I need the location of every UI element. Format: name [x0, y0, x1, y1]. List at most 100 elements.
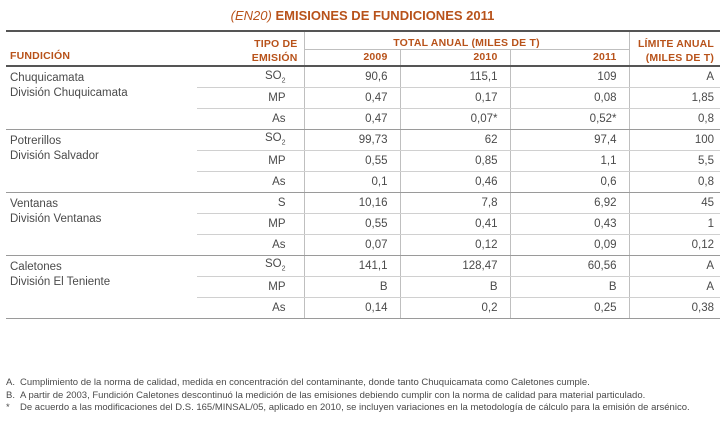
- annual-limit: 0,38: [628, 297, 721, 319]
- value-2009: 90,6: [304, 66, 401, 88]
- smelter-name-line1: Ventanas: [10, 197, 58, 210]
- value-2010: 62: [400, 129, 511, 151]
- annual-limit: A: [628, 276, 721, 298]
- header-tipo-line1: TIPO DE: [254, 38, 298, 50]
- table-row: As 0,47 0,07* 0,52* 0,8: [6, 108, 721, 130]
- smelter-name: Ventanas División Ventanas: [6, 192, 197, 256]
- value-2011: 6,92: [510, 192, 630, 214]
- emission-type: As: [197, 234, 305, 256]
- value-2011: 0,09: [510, 234, 630, 256]
- annual-limit: 45: [628, 192, 721, 214]
- value-2010: 7,8: [400, 192, 511, 214]
- header-limite-line2: (MILES DE T): [645, 52, 715, 64]
- smelter-name: Potrerillos División Salvador: [6, 129, 197, 193]
- smelter-name: Caletones División El Teniente: [6, 255, 197, 319]
- table-row: Caletones División El Teniente SO2 141,1 128…: [6, 255, 721, 319]
- emission-type: MP: [197, 150, 305, 172]
- emission-type: SO2: [197, 66, 305, 88]
- emissions-table: FUNDICIÓN TIPO DE EMISIÓN TOTAL ANUAL (M…: [6, 30, 721, 319]
- emission-type-label: MP: [268, 280, 286, 293]
- emission-type: MP: [197, 87, 305, 109]
- value-2011: 0,6: [510, 171, 630, 193]
- value-2011: 109: [510, 66, 630, 88]
- value-2009: 0,55: [304, 150, 401, 172]
- header-tipo-emision: TIPO DE EMISIÓN: [197, 30, 305, 66]
- annual-limit: 1,85: [628, 87, 721, 109]
- smelter-name-line1: Caletones: [10, 260, 62, 273]
- value-2010: 0,17: [400, 87, 511, 109]
- table-row: As 0,1 0,46 0,6 0,8: [6, 171, 721, 193]
- footnote-text: A partir de 2003, Fundición Caletones de…: [20, 389, 646, 401]
- footnote: B. A partir de 2003, Fundición Caletones …: [6, 390, 720, 403]
- emission-type-label: As: [272, 112, 286, 125]
- header-year-2011: 2011: [592, 51, 617, 63]
- annual-limit: 0,8: [628, 171, 721, 193]
- annual-limit: A: [628, 255, 721, 277]
- header-total-anual: TOTAL ANUAL (MILES DE T): [304, 30, 630, 50]
- value-2009: 0,1: [304, 171, 401, 193]
- emission-type-label: SO: [264, 69, 282, 82]
- smelter-name-line1: Potrerillos: [10, 134, 62, 147]
- value-2009: 0,55: [304, 213, 401, 235]
- emission-type: MP: [197, 213, 305, 235]
- table-title: (EN20) EMISIONES DE FUNDICIONES 2011: [0, 8, 725, 23]
- annual-limit: 0,8: [628, 108, 721, 130]
- emission-type-label: SO: [264, 258, 282, 271]
- value-2010: 0,41: [400, 213, 511, 235]
- value-2009: 10,16: [304, 192, 401, 214]
- emission-type: MP: [197, 276, 305, 298]
- footnote-key: A.: [6, 377, 15, 388]
- table-row: As 0,14 0,2 0,25 0,38: [6, 297, 721, 319]
- footnote: A. Cumplimiento de la norma de calidad, m…: [6, 377, 720, 390]
- table-code: (EN20): [230, 8, 272, 23]
- emission-type-subscript: 2: [281, 139, 286, 147]
- annual-limit: A: [628, 66, 721, 88]
- value-2010: 0,46: [400, 171, 511, 193]
- emission-type-label: MP: [268, 217, 286, 230]
- emission-type-label: SO: [264, 132, 282, 145]
- value-2011: 1,1: [510, 150, 630, 172]
- emission-type-label: MP: [268, 154, 286, 167]
- table-body: Chuquicamata División Chuquicamata SO2 90,6…: [6, 66, 721, 319]
- emission-type-label: S: [277, 196, 286, 209]
- emission-type: SO2: [197, 129, 305, 151]
- emission-type-label: As: [272, 301, 286, 314]
- footnotes: A. Cumplimiento de la norma de calidad, m…: [6, 377, 720, 415]
- header-year-2009: 2009: [304, 49, 401, 66]
- table-row: As 0,07 0,12 0,09 0,12: [6, 234, 721, 256]
- header-fundicion: FUNDICIÓN: [6, 30, 197, 66]
- table-row: MP 0,55 0,41 0,43 1: [6, 213, 721, 235]
- emission-type-subscript: 2: [281, 76, 286, 84]
- value-2009: B: [304, 276, 401, 298]
- value-2009: 0,47: [304, 87, 401, 109]
- emission-type: As: [197, 171, 305, 193]
- value-2010: 128,47: [400, 255, 511, 277]
- header-limite-line1: LÍMITE ANUAL: [637, 38, 715, 50]
- value-2011: B: [510, 276, 630, 298]
- emission-type: As: [197, 108, 305, 130]
- value-2009: 141,1: [304, 255, 401, 277]
- value-2010: 0,2: [400, 297, 511, 319]
- footnote: * De acuerdo a las modificaciones del D.S…: [6, 402, 720, 415]
- value-2011: 0,52*: [510, 108, 630, 130]
- table-row: Chuquicamata División Chuquicamata SO2 90,6…: [6, 66, 721, 130]
- value-2011: 97,4: [510, 129, 630, 151]
- header-tipo-line2: EMISIÓN: [251, 52, 298, 64]
- footnote-key: *: [6, 402, 10, 413]
- table-row: Potrerillos División Salvador SO2 99,73 62 97…: [6, 129, 721, 193]
- smelter-name: Chuquicamata División Chuquicamata: [6, 66, 197, 130]
- value-2010: 0,85: [400, 150, 511, 172]
- value-2011: 0,43: [510, 213, 630, 235]
- smelter-division: División El Teniente: [10, 275, 111, 288]
- value-2011: 0,25: [510, 297, 630, 319]
- annual-limit: 1: [628, 213, 721, 235]
- footnote-key: B.: [6, 389, 15, 401]
- emission-type-label: As: [272, 175, 286, 188]
- value-2010: B: [400, 276, 511, 298]
- emission-type-subscript: 2: [281, 265, 286, 273]
- header-year-2010: 2010: [400, 49, 511, 66]
- emission-type: SO2: [197, 255, 305, 277]
- table-row: MP 0,47 0,17 0,08 1,85: [6, 87, 721, 109]
- emission-type: S: [197, 192, 305, 214]
- value-2010: 0,12: [400, 234, 511, 256]
